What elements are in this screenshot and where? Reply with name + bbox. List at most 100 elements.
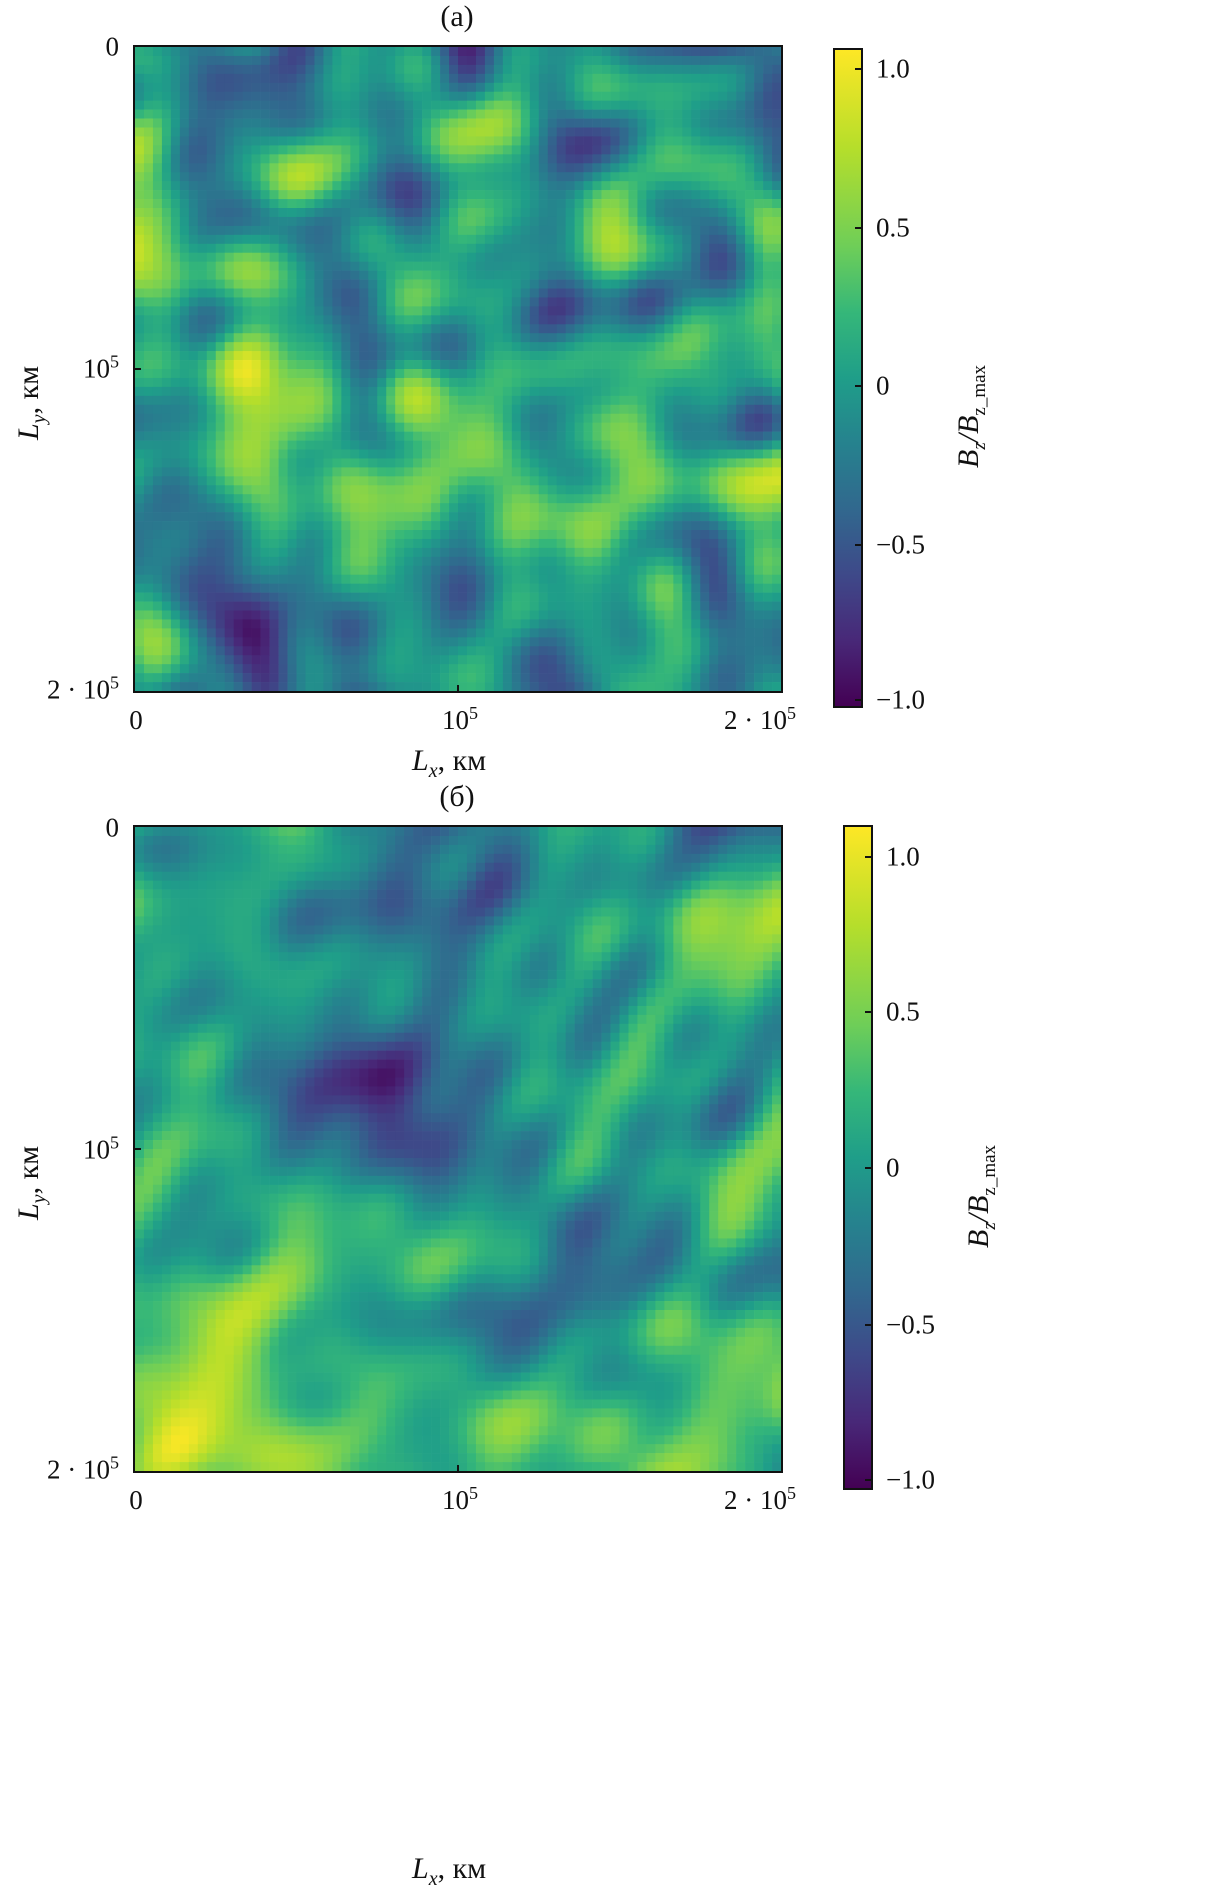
heatmap-cell (305, 315, 315, 325)
heatmap-cell (493, 270, 504, 280)
heatmap-cell (224, 324, 235, 334)
heatmap-cell (269, 646, 279, 656)
heatmap-cell (458, 637, 468, 647)
heatmap-cell (368, 342, 378, 352)
heatmap-cell (484, 503, 495, 513)
heatmap-cell (332, 494, 342, 504)
heatmap-cell (772, 619, 781, 629)
heatmap-cell (709, 628, 719, 638)
heatmap-cell (637, 64, 647, 75)
heatmap-cell (682, 136, 692, 146)
heatmap-cell (449, 646, 459, 656)
heatmap-cell (287, 306, 297, 316)
heatmap-cell (610, 556, 620, 567)
heatmap-cell (215, 583, 226, 593)
heatmap-cell (691, 619, 701, 629)
heatmap-cell (745, 279, 755, 289)
heatmap-cell (233, 646, 243, 656)
heatmap-cell (269, 485, 279, 495)
heatmap-cell (332, 100, 342, 110)
heatmap-cell (377, 190, 387, 200)
heatmap-cell (170, 574, 181, 584)
heatmap-cell (493, 127, 504, 137)
heatmap-cell (287, 47, 297, 57)
heatmap-cell (260, 395, 270, 406)
heatmap-cell (359, 610, 369, 620)
heatmap-cell (736, 100, 746, 110)
heatmap-cell (404, 637, 414, 647)
heatmap-cell (709, 270, 719, 280)
heatmap-cell (458, 458, 468, 468)
heatmap-cell (745, 637, 755, 647)
heatmap-cell (296, 199, 306, 209)
heatmap-cell (278, 413, 288, 423)
heatmap-cell (197, 172, 208, 182)
heatmap-cell (529, 395, 540, 406)
heatmap-cell (305, 288, 315, 298)
heatmap-cell (601, 297, 611, 307)
heatmap-cell (619, 637, 629, 647)
heatmap-cell (458, 73, 468, 84)
heatmap-cell (386, 547, 396, 558)
heatmap-cell (179, 261, 190, 271)
heatmap-cell (619, 592, 629, 602)
heatmap-cell (511, 431, 522, 441)
heatmap-cell (619, 288, 629, 298)
heatmap-cell (628, 637, 638, 647)
heatmap-cell (404, 360, 414, 370)
heatmap-cell (538, 297, 549, 307)
heatmap-cell (700, 503, 710, 513)
heatmap-cell (332, 476, 342, 486)
heatmap-cell (233, 47, 243, 57)
heatmap-cell (664, 494, 674, 504)
heatmap-cell (736, 225, 746, 236)
heatmap-cell (628, 574, 638, 584)
heatmap-cell (269, 547, 279, 558)
heatmap-cell (314, 637, 324, 647)
heatmap-cell (529, 574, 540, 584)
heatmap-cell (458, 172, 468, 182)
heatmap-cell (538, 127, 549, 137)
heatmap-cell (233, 610, 243, 620)
heatmap-cell (287, 610, 297, 620)
heatmap-cell (260, 216, 270, 227)
heatmap-cell (700, 243, 710, 254)
heatmap-cell (305, 342, 315, 352)
heatmap-cell (565, 55, 575, 66)
heatmap-cell (691, 324, 701, 334)
heatmap-cell (197, 324, 208, 334)
heatmap-cell (520, 655, 531, 665)
heatmap-cell (188, 646, 199, 656)
heatmap-cell (251, 315, 261, 325)
heatmap-cell (135, 154, 145, 164)
heatmap-cell (601, 315, 611, 325)
heatmap-cell (170, 145, 181, 155)
heatmap-cell (215, 91, 226, 101)
heatmap-cell (682, 360, 692, 370)
heatmap-cell (601, 288, 611, 298)
heatmap-cell (637, 288, 647, 298)
heatmap-cell (538, 395, 549, 406)
heatmap-cell (413, 360, 423, 370)
heatmap-cell (170, 288, 181, 298)
heatmap-cell (601, 583, 611, 593)
heatmap-cell (664, 47, 674, 57)
heatmap-cell (224, 306, 235, 316)
heatmap-cell (179, 181, 190, 191)
heatmap-cell (278, 565, 288, 576)
heatmap-cell (377, 252, 387, 262)
heatmap-cell (637, 449, 647, 459)
heatmap-cell (368, 82, 378, 93)
heatmap-cell (520, 431, 531, 441)
heatmap-cell (583, 351, 593, 361)
heatmap-cell (700, 261, 710, 271)
heatmap-cell (673, 619, 683, 629)
heatmap-cell (745, 234, 755, 245)
heatmap-cell (502, 243, 513, 254)
heatmap-cell (287, 574, 297, 584)
heatmap-cell (529, 530, 540, 540)
heatmap-cell (637, 494, 647, 504)
heatmap-cell (565, 440, 575, 450)
heatmap-cell (350, 565, 360, 576)
heatmap-cell (700, 82, 710, 93)
